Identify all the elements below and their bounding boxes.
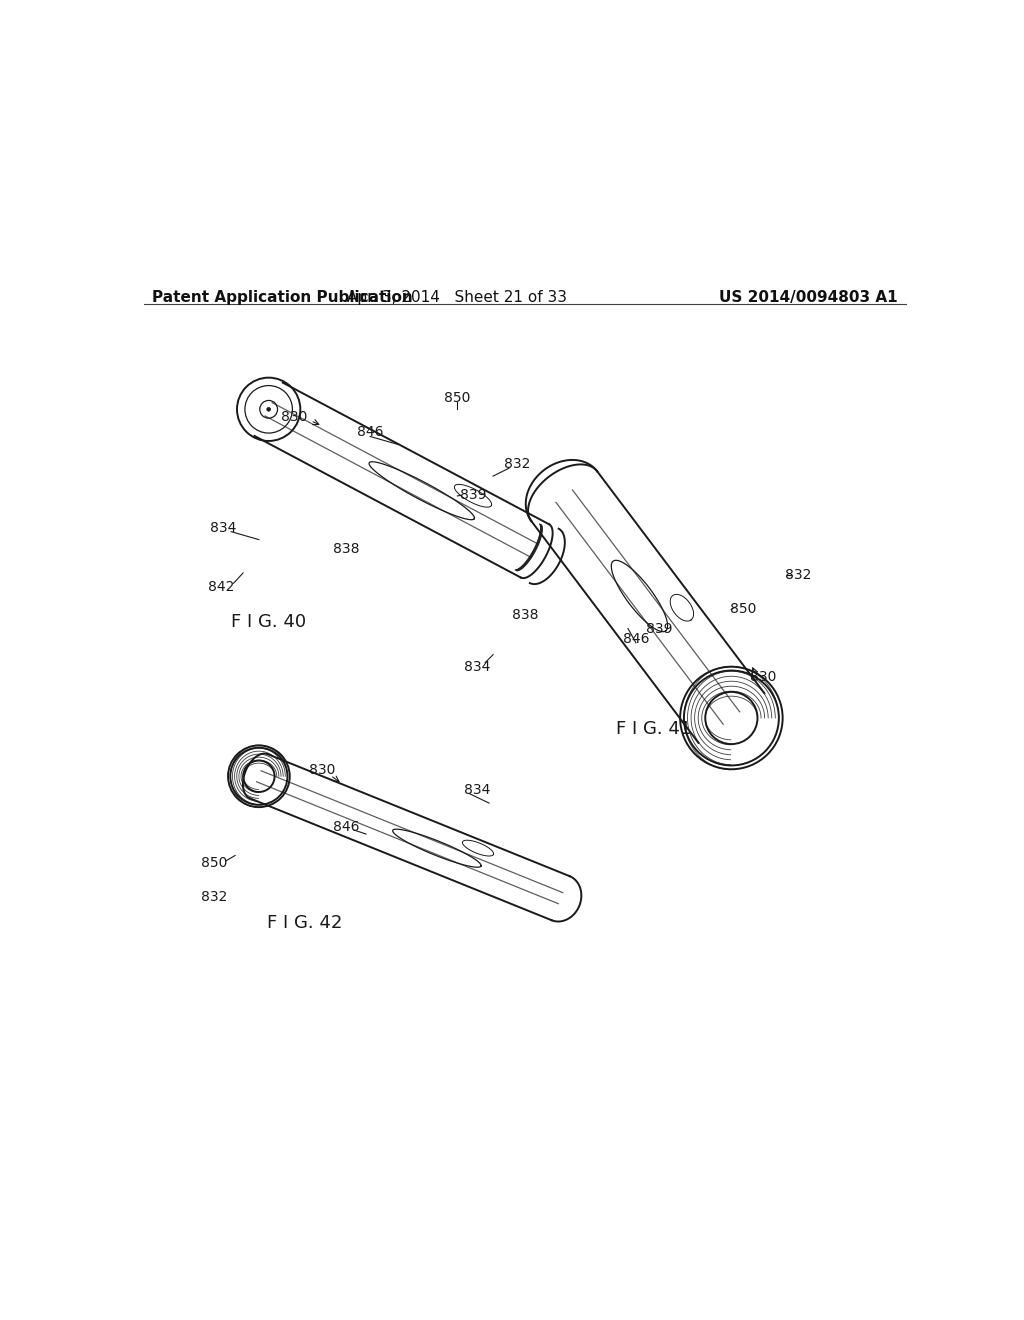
Text: 842: 842 — [209, 581, 234, 594]
Text: 839: 839 — [646, 622, 673, 635]
Text: 834: 834 — [464, 783, 490, 796]
Text: 830: 830 — [750, 671, 776, 684]
Text: F I G. 41: F I G. 41 — [616, 719, 691, 738]
Text: 850: 850 — [444, 391, 471, 405]
Text: 850: 850 — [730, 602, 757, 616]
Text: 846: 846 — [356, 425, 383, 440]
Text: 846: 846 — [333, 820, 359, 834]
Text: F I G. 40: F I G. 40 — [231, 612, 306, 631]
Text: Apr. 3, 2014   Sheet 21 of 33: Apr. 3, 2014 Sheet 21 of 33 — [347, 290, 567, 305]
Text: 838: 838 — [512, 609, 538, 622]
Text: F I G. 42: F I G. 42 — [267, 915, 342, 932]
Text: 839: 839 — [460, 488, 486, 502]
Text: 832: 832 — [785, 569, 812, 582]
Circle shape — [267, 408, 270, 412]
Text: 838: 838 — [333, 543, 359, 556]
Text: Patent Application Publication: Patent Application Publication — [152, 290, 413, 305]
Text: 832: 832 — [201, 890, 227, 904]
Text: 834: 834 — [464, 660, 490, 673]
Text: 850: 850 — [201, 857, 227, 870]
Text: 832: 832 — [504, 457, 530, 471]
Text: 830: 830 — [309, 763, 336, 776]
Text: 846: 846 — [623, 632, 649, 645]
Text: 834: 834 — [210, 520, 237, 535]
Text: 830: 830 — [282, 409, 308, 424]
Text: US 2014/0094803 A1: US 2014/0094803 A1 — [719, 290, 898, 305]
